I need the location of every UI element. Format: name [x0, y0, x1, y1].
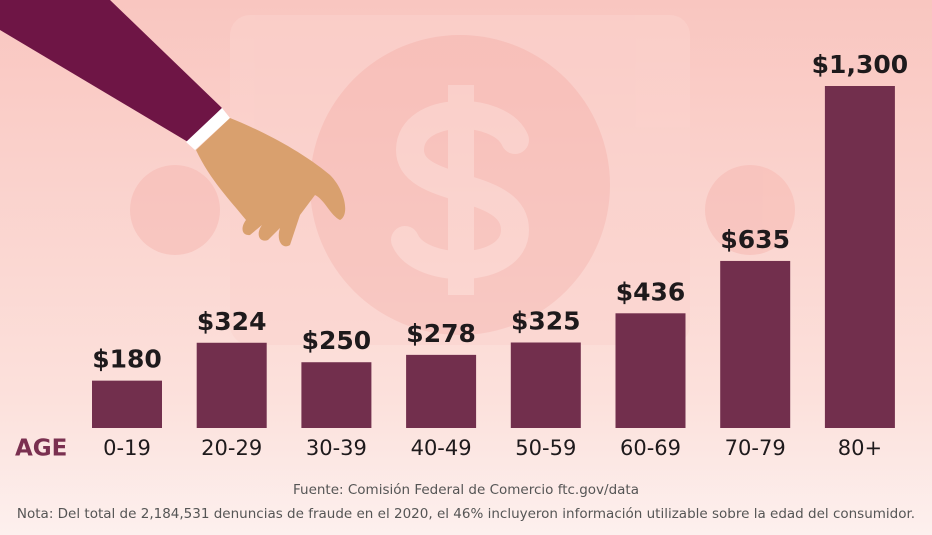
- x-tick-label: 80+: [838, 436, 882, 460]
- bar: [406, 354, 477, 428]
- bar: [615, 313, 686, 428]
- axis-label: AGE: [15, 436, 67, 462]
- bar: [92, 380, 162, 428]
- decoration: [130, 15, 795, 345]
- value-label: $1,300: [812, 50, 908, 79]
- x-tick-label: 30-39: [306, 436, 367, 460]
- value-label: $250: [302, 326, 372, 355]
- value-label: $278: [406, 319, 476, 348]
- value-label: $436: [616, 277, 686, 306]
- value-label: $180: [92, 345, 162, 374]
- source: Fuente: Comisión Federal de Comercio ftc…: [293, 482, 639, 498]
- bar: [301, 362, 372, 428]
- value-label: $325: [511, 307, 581, 336]
- hand-illustration: [0, 0, 346, 247]
- value-label: $635: [720, 225, 790, 254]
- bar: [720, 260, 791, 428]
- value-label: $324: [197, 307, 267, 336]
- x-tick-label: 50-59: [515, 436, 576, 460]
- note: Nota: Del total de 2,184,531 denuncias d…: [17, 506, 915, 522]
- bar: [824, 86, 895, 428]
- x-tick-label: 40-49: [411, 436, 472, 460]
- x-tick-label: 70-79: [725, 436, 786, 460]
- x-tick-label: 0-19: [103, 436, 151, 460]
- bar: [196, 342, 267, 428]
- bar: [510, 342, 581, 428]
- x-tick-label: 20-29: [201, 436, 262, 460]
- x-tick-label: 60-69: [620, 436, 681, 460]
